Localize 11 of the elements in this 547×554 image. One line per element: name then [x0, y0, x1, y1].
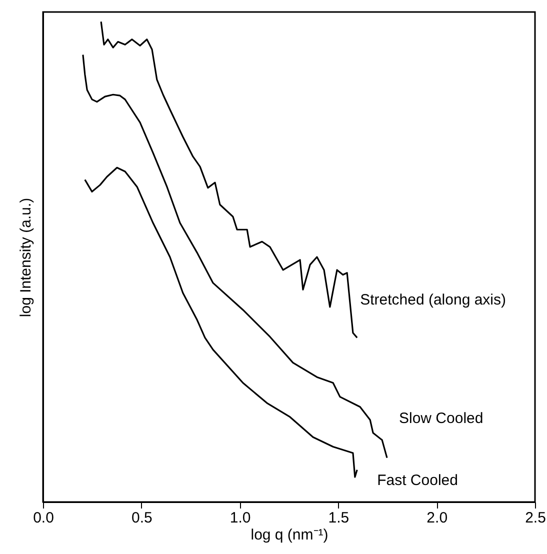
x-tick-label: 1.5: [328, 510, 350, 526]
series-label: Slow Cooled: [399, 410, 484, 427]
x-tick-label: 0.5: [131, 510, 152, 526]
x-tick-label: 0.0: [33, 510, 54, 526]
x-axis-title: log q (nm⁻¹): [250, 526, 328, 544]
y-axis-title: log Intensity (a.u.): [18, 198, 34, 318]
series-label: Fast Cooled: [377, 472, 458, 489]
x-tick-label: 2.5: [525, 510, 546, 526]
series-label: Stretched (along axis): [360, 292, 506, 309]
x-tick-label: 1.0: [230, 510, 251, 526]
x-tick-label: 2.0: [426, 510, 448, 526]
